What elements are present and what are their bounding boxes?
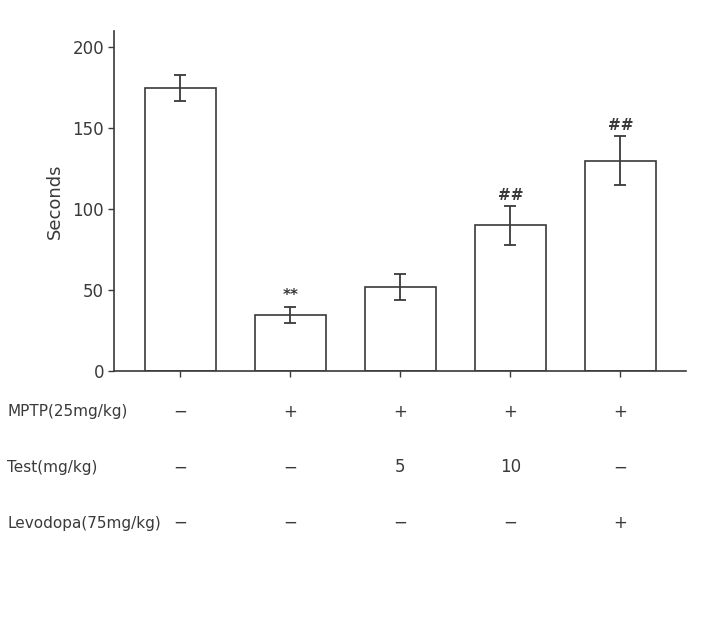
Text: −: − — [174, 458, 187, 477]
Text: −: − — [174, 402, 187, 421]
Bar — [475, 225, 546, 371]
Text: −: − — [613, 458, 627, 477]
Y-axis label: Seconds: Seconds — [46, 163, 64, 239]
Text: −: − — [503, 514, 518, 532]
Text: −: − — [174, 514, 187, 532]
Text: 5: 5 — [395, 458, 405, 477]
Bar — [144, 88, 216, 371]
Text: ##: ## — [608, 118, 633, 133]
Bar — [365, 287, 436, 371]
Text: +: + — [283, 402, 297, 421]
Text: 10: 10 — [500, 458, 521, 477]
Text: +: + — [503, 402, 518, 421]
Text: MPTP(25mg/kg): MPTP(25mg/kg) — [7, 404, 127, 419]
Bar — [255, 314, 326, 371]
Text: −: − — [283, 458, 297, 477]
Text: +: + — [613, 402, 627, 421]
Text: +: + — [613, 514, 627, 532]
Text: ##: ## — [498, 188, 523, 203]
Text: +: + — [393, 402, 408, 421]
Text: −: − — [393, 514, 408, 532]
Text: −: − — [283, 514, 297, 532]
Text: Test(mg/kg): Test(mg/kg) — [7, 460, 97, 475]
Bar — [585, 161, 656, 371]
Text: **: ** — [282, 288, 298, 303]
Text: Levodopa(75mg/kg): Levodopa(75mg/kg) — [7, 516, 161, 530]
